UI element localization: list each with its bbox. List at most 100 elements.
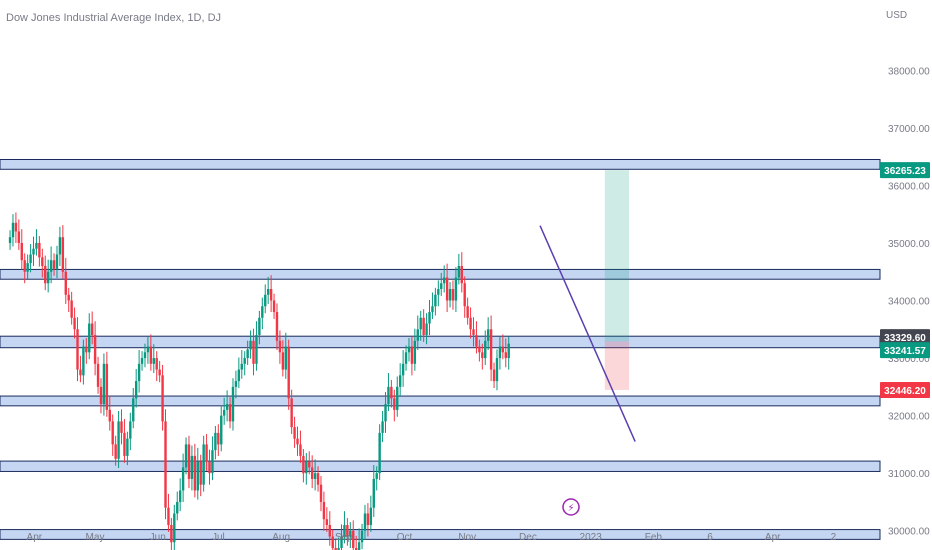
candle-body [492,369,496,382]
y-tick-label: 31000.00 [888,469,930,480]
candle-body [460,265,463,284]
candle-body [398,375,402,387]
candle-body [143,352,147,359]
candle-body [240,363,243,370]
candle-body [108,409,111,422]
candle-body [278,340,282,353]
candle-body [117,421,120,459]
candle-body [41,257,44,266]
candle-body [302,455,305,474]
candle-body [481,352,484,359]
target-zone [604,170,630,342]
x-tick-label: Sep [335,532,353,543]
candle-body [422,317,425,336]
candle-body [35,242,38,249]
candle-body [308,461,311,468]
trendline[interactable] [539,225,636,442]
candle-body [410,346,414,364]
candle-body [187,444,191,479]
candle-body [310,467,314,479]
candle-body [105,363,109,410]
candle-body [313,473,317,479]
candle-body [222,409,226,416]
zone-band [0,395,881,407]
candle-body [404,352,408,364]
candle-body [196,461,199,491]
x-tick-label: Oct [397,532,413,543]
y-tick-label: 34000.00 [888,297,930,308]
zone-band [0,159,881,170]
candle-body [457,265,461,278]
price-tag-label: 33329.60 [884,333,926,344]
price-axis[interactable]: 38000.00 37000.00 36000.00 35000.00 34000.00… [888,66,930,537]
candle-body [264,294,267,307]
price-tags: 36265.23 33329.60 33241.57 32446.20 [880,162,930,398]
candle-body [337,548,340,550]
chart-title: Dow Jones Industrial Average Index, 1D, … [6,12,221,24]
candle-body [237,369,241,382]
candle-body [363,513,367,531]
candle-body [190,455,194,479]
candle-body [416,329,419,341]
candle-body [484,340,487,359]
x-tick-label: Dec [519,532,537,543]
candle-body [152,358,155,364]
candle-body [431,306,434,313]
candle-body [328,524,331,537]
currency-label: USD [886,10,907,21]
candle-body [184,444,188,468]
candle-body [111,421,114,445]
candle-body [425,323,428,336]
candle-body [343,524,346,537]
candle-body [448,289,452,301]
price-tag-bg [880,162,930,179]
candle-body [146,346,150,353]
candle-body [93,335,97,364]
x-tick-label: Jul [212,532,225,543]
candle-body [70,300,73,318]
candle-body [419,317,422,330]
candle-body [407,346,411,353]
y-tick-label: 35000.00 [888,239,930,250]
candle-body [76,329,79,370]
candle-body [23,260,26,272]
candle-body [369,507,373,525]
x-tick-label: Apr [27,532,43,543]
candle-body [378,432,381,474]
x-tick-label: 2 [831,532,837,543]
candle-body [258,317,261,336]
candle-body [29,254,32,264]
candle-body [99,386,103,405]
candle-body [52,260,56,269]
candle-body [413,340,417,364]
candle-body [228,404,232,422]
price-tag-label: 36265.23 [884,166,926,177]
long-position-tool[interactable] [604,170,630,390]
candle-body [205,444,208,462]
y-tick-label: 32000.00 [888,412,930,423]
candle-body [331,536,334,548]
candle-body [305,461,308,474]
time-axis[interactable]: Apr May Jun Jul Aug Sep Oct Nov Dec 2023 Feb 6 Apr 2 [27,532,837,543]
candle-body [381,421,384,433]
candle-body [90,323,94,336]
candle-body [96,363,100,387]
zone-band [0,268,881,280]
candle-body [290,398,293,428]
candle-body [217,432,220,445]
candle-body [252,340,255,364]
candle-body [17,231,21,243]
candle-body [234,381,238,387]
zone-band [0,335,881,349]
candle-body [454,277,458,301]
candle-body [158,369,161,376]
candle-body [366,513,370,525]
candle-body [384,404,387,422]
candle-body [319,484,323,502]
price-tag-bg [880,342,930,359]
candle-body [360,530,364,543]
candle-body [199,461,202,485]
candle-body [281,352,285,370]
lightning-icon[interactable]: ⚡ [562,498,580,516]
